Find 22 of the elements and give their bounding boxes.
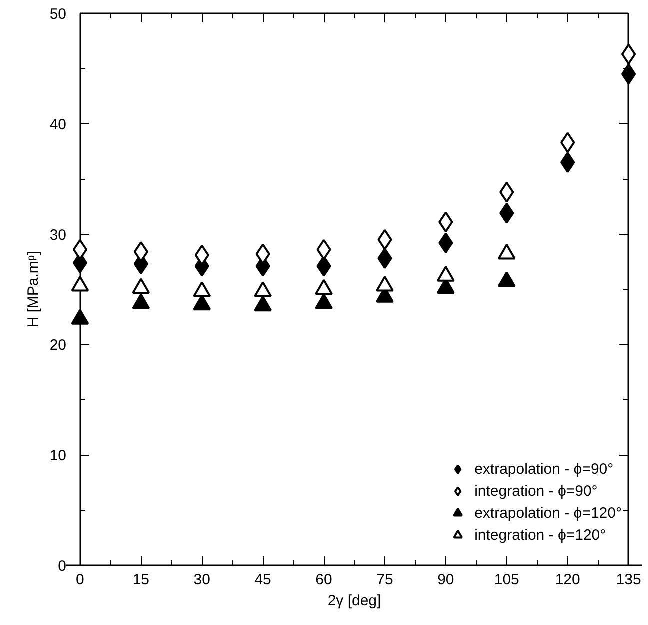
y-tick-label: 50 — [50, 6, 67, 23]
x-tick-label: 105 — [494, 572, 520, 588]
legend-label: integration - ϕ=90° — [474, 482, 598, 500]
x-tick-label: 30 — [194, 572, 210, 588]
x-tick-label: 15 — [132, 572, 150, 588]
x-tick-label: 60 — [316, 572, 332, 588]
y-tick-label: 10 — [50, 448, 67, 465]
legend-label: integration - ϕ=120° — [474, 526, 606, 544]
x-tick-label: 75 — [376, 572, 394, 588]
legend-label: extrapolation - ϕ=120° — [474, 504, 622, 522]
x-tick-label: 135 — [616, 572, 642, 588]
y-tick-label: 40 — [50, 116, 67, 134]
x-tick-label: 45 — [254, 572, 272, 588]
legend-label: extrapolation - ϕ=90° — [474, 460, 614, 478]
y-tick-label: 20 — [50, 337, 67, 354]
y-tick-label: 0 — [58, 558, 66, 575]
x-tick-label: 90 — [438, 572, 454, 588]
x-tick-label: 120 — [555, 572, 580, 588]
y-axis-title: H [MPa.mᵖ] — [24, 251, 42, 328]
x-axis-title: 2γ [deg] — [328, 592, 382, 610]
x-tick-label: 0 — [76, 572, 84, 588]
y-tick-label: 30 — [50, 226, 67, 244]
